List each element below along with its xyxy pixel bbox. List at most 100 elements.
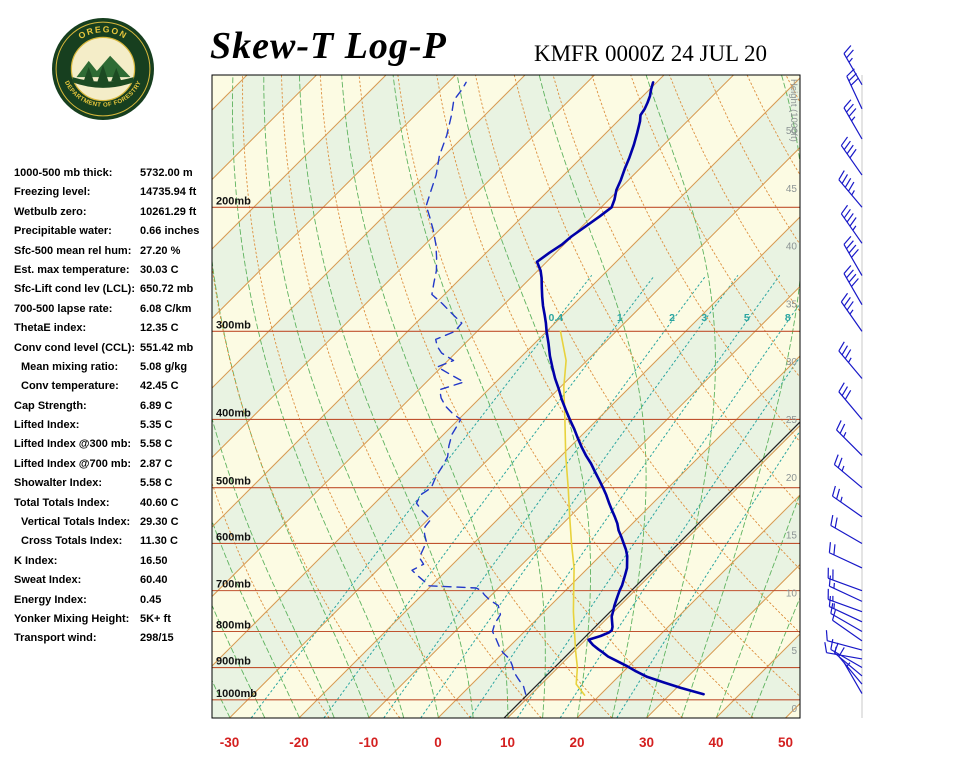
index-label: Mean mixing ratio: [21,360,119,373]
index-label: Vertical Totals Index: [21,516,131,529]
temp-axis-labels: -30 -20 -10 0 10 20 30 40 50 [220,735,793,750]
svg-text:1000mb: 1000mb [216,688,257,700]
index-label: ThetaE index: [14,322,87,335]
index-value: 10261.29 ft [140,205,197,218]
index-label: Sweat Index: [14,574,82,587]
svg-text:0: 0 [434,735,442,750]
svg-text:10: 10 [500,735,515,750]
index-value: 650.72 mb [140,283,194,296]
svg-text:500mb: 500mb [216,476,251,488]
index-row: Cross Totals Index: 11.30 C [14,535,220,554]
index-value: 42.45 C [140,380,179,393]
index-row: Transport wind: 298/15 [14,632,220,651]
index-value: 60.40 [140,574,168,587]
dewpoint-trace [411,81,527,695]
svg-text:5: 5 [791,646,797,657]
index-value: 5.35 C [140,419,173,432]
svg-text:2: 2 [669,312,675,324]
forest-icon [72,55,134,88]
svg-text:-20: -20 [289,735,309,750]
index-row: Total Totals Index: 40.60 C [14,497,220,516]
index-label: Energy Index: [14,593,87,606]
index-row: Lifted Index @300 mb: 5.58 C [14,438,220,457]
index-value: 0.66 inches [140,225,200,238]
index-label: Lifted Index: [14,419,80,432]
indices-panel: 1000-500 mb thick: 5732.00 m Freezing leve… [14,167,220,652]
index-label: 1000-500 mb thick: [14,167,113,179]
index-label: Lifted Index @300 mb: [14,438,132,451]
index-row: Lifted Index: 5.35 C [14,419,220,438]
index-row: 700-500 lapse rate: 6.08 C/km [14,303,220,322]
index-row: Cap Strength: 6.89 C [14,400,220,419]
index-value: 14735.94 ft [140,186,197,199]
index-row: ThetaE index: 12.35 C [14,322,220,341]
index-row: Lifted Index @700 mb: 2.87 C [14,458,220,477]
svg-text:25: 25 [786,415,798,426]
index-value: 2.87 C [140,457,173,470]
index-value: 5732.00 m [140,167,193,179]
index-label: Conv temperature: [21,380,119,393]
index-label: Lifted Index @700 mb: [14,457,132,470]
index-row: Mean mixing ratio: 5.08 g/kg [14,361,220,380]
svg-text:30: 30 [639,735,654,750]
index-value: 16.50 [140,554,168,567]
index-row: Freezing level: 14735.94 ft [14,186,220,205]
svg-text:800mb: 800mb [216,619,251,631]
index-value: 0.45 [140,593,162,606]
isotherms [212,75,800,718]
svg-text:3: 3 [701,312,707,324]
index-value: 40.60 C [140,496,179,509]
svg-text:400mb: 400mb [216,407,251,419]
index-row: Wetbulb zero: 10261.29 ft [14,206,220,225]
svg-text:50: 50 [786,126,798,137]
index-value: 12.35 C [140,322,179,335]
index-label: 700-500 lapse rate: [14,302,113,315]
svg-text:200mb: 200mb [216,195,251,207]
svg-text:40: 40 [786,242,798,253]
logo-ring-outline [55,21,151,117]
index-row: Sfc-Lift cond lev (LCL): 650.72 mb [14,283,220,302]
index-label: Total Totals Index: [14,496,110,509]
svg-text:900mb: 900mb [216,656,251,668]
dry-adiabats [212,75,800,718]
temperature-trace [535,81,705,696]
index-label: Cap Strength: [14,399,87,412]
svg-text:1: 1 [617,312,623,324]
index-row: Vertical Totals Index: 29.30 C [14,516,220,535]
index-row: K Index: 16.50 [14,555,220,574]
svg-text:45: 45 [786,184,798,195]
index-label: K Index: [14,554,58,567]
index-row: Energy Index: 0.45 [14,594,220,613]
svg-text:50: 50 [778,735,793,750]
index-value: 6.89 C [140,399,173,412]
svg-text:8: 8 [785,312,791,324]
chart-border [211,74,801,719]
svg-text:20: 20 [786,473,798,484]
svg-text:-10: -10 [359,735,379,750]
index-row: 1000-500 mb thick: 5732.00 m [14,167,220,186]
svg-text:0: 0 [791,704,797,715]
isobars [212,206,800,701]
svg-text:5: 5 [744,312,750,324]
chart-labels: 200mb 300mb 400mb 500mb 600mb 700mb 800mb 900mb… [216,79,799,715]
index-value: 5.58 C [140,477,173,490]
index-value: 5K+ ft [140,612,171,625]
odf-logo: OREGON DEPARTMENT OF FORESTRY [52,18,154,120]
index-row: Conv cond level (CCL): 551.42 mb [14,342,220,361]
index-row: Showalter Index: 5.58 C [14,477,220,496]
svg-text:10: 10 [786,588,798,599]
index-label: Wetbulb zero: [14,205,87,218]
index-label: Est. max temperature: [14,263,130,276]
index-value: 5.08 g/kg [140,360,188,373]
svg-text:300mb: 300mb [216,319,251,331]
wind-barbs [824,45,863,718]
svg-text:35: 35 [786,299,798,310]
svg-text:Height (1000ft): Height (1000ft) [788,79,799,142]
svg-text:0.4: 0.4 [549,312,564,324]
index-value: 27.20 % [140,244,181,257]
svg-text:20: 20 [569,735,584,750]
station-datetime-label: KMFR 0000Z 24 JUL 20 [534,41,767,66]
index-row: Sfc-500 mean rel hum: 27.20 % [14,245,220,264]
